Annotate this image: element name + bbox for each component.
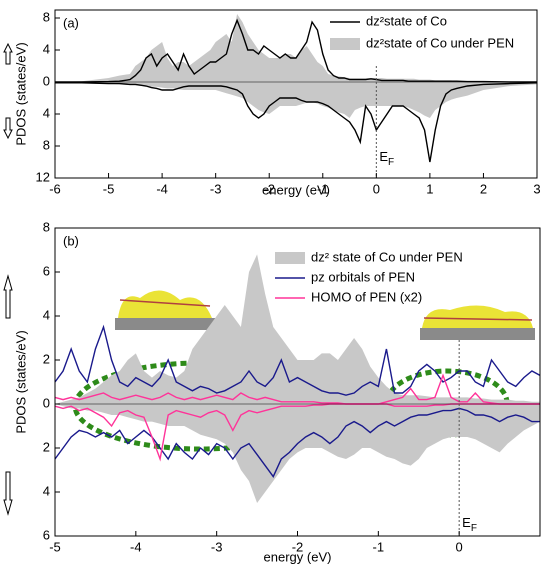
x-axis-label: energy (eV) (262, 182, 330, 197)
legend-label: HOMO of PEN (x2) (311, 289, 422, 304)
legend-swatch (275, 252, 305, 264)
y-axis-label: PDOS (states/eV) (13, 42, 28, 145)
legend-label: dz²state of Co under PEN (366, 35, 514, 50)
x-tick-label: -2 (263, 181, 275, 196)
x-tick-label: -5 (49, 539, 61, 554)
y-tick-label: 8 (43, 9, 50, 24)
pdos-line (55, 18, 537, 83)
fermi-label-sub: F (471, 523, 477, 534)
axes-frame (54, 9, 538, 179)
x-tick-label: 3 (533, 181, 540, 196)
legend-label: dz² state of Co under PEN (311, 249, 463, 264)
y-tick-label: 4 (43, 105, 50, 120)
y-tick-label: 4 (43, 307, 50, 322)
legend-swatch (330, 38, 360, 50)
x-tick-label: 1 (426, 181, 433, 196)
pdos-line (55, 82, 538, 163)
x-tick-label: -5 (103, 181, 115, 196)
pdos-area (55, 82, 537, 118)
panel-label: (b) (63, 233, 79, 248)
x-tick-label: -6 (49, 181, 61, 196)
x-tick-label: -1 (317, 181, 329, 196)
x-tick-label: -3 (210, 181, 222, 196)
inset-left (115, 290, 215, 330)
y-tick-label: 0 (43, 73, 50, 88)
fermi-label-main: E (462, 515, 471, 530)
y-tick-label: 4 (43, 483, 50, 498)
y-tick-label: 6 (43, 263, 50, 278)
fermi-label-main: E (379, 149, 388, 164)
inset-right (420, 305, 535, 340)
spin-arrows (3, 42, 13, 516)
y-axis-label: PDOS (states/eV) (13, 330, 28, 433)
legend-label: dz²state of Co (366, 13, 447, 28)
y-tick-label: 8 (43, 137, 50, 152)
y-tick-label: 8 (43, 219, 50, 234)
pdos-line (54, 324, 541, 396)
x-tick-label: -1 (373, 539, 385, 554)
y-tick-label: 2 (43, 351, 50, 366)
panel-label: (a) (63, 15, 79, 30)
fermi-label-sub: F (388, 157, 394, 168)
x-tick-label: -3 (211, 539, 223, 554)
fermi-label: EF (379, 149, 394, 167)
fermi-label: EF (462, 515, 477, 533)
y-tick-label: 2 (43, 439, 50, 454)
y-tick-label: 0 (43, 395, 50, 410)
x-tick-label: -4 (156, 181, 168, 196)
y-tick-label: 4 (43, 41, 50, 56)
pdos-area (55, 404, 540, 503)
x-tick-label: 0 (373, 181, 380, 196)
x-tick-label: -2 (292, 539, 304, 554)
x-axis-label: energy (eV) (264, 549, 332, 564)
x-tick-label: 2 (480, 181, 487, 196)
y-tick-label: 12 (36, 169, 50, 184)
x-tick-label: -4 (130, 539, 142, 554)
y-tick-label: 6 (43, 527, 50, 542)
x-tick-label: 0 (456, 539, 463, 554)
pdos-area (55, 254, 540, 404)
legend-label: pz orbitals of PEN (311, 269, 415, 284)
